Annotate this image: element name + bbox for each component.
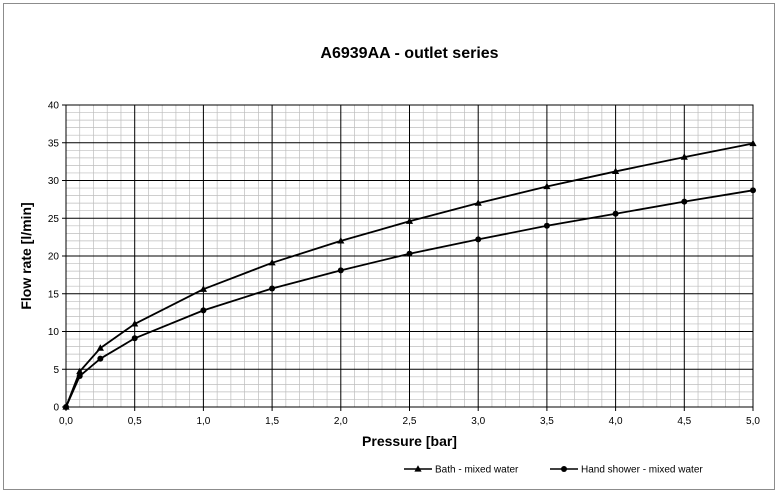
y-tick-label: 15 — [48, 289, 60, 300]
chart-frame: A6939AA - outlet series 0,0 0,5 1,0 1,5 2,0 2… — [3, 3, 775, 490]
data-point-bath — [612, 167, 620, 175]
data-point-hand-shower — [750, 187, 756, 194]
x-axis-title: Pressure [bar] — [362, 433, 457, 449]
series-bath — [62, 139, 757, 410]
data-point-bath — [96, 344, 104, 351]
data-point-hand-shower — [612, 210, 619, 217]
data-point-bath — [680, 153, 688, 160]
data-point-bath — [268, 258, 276, 266]
x-tick-label: 4,5 — [677, 416, 691, 427]
data-point-bath — [337, 237, 345, 244]
y-tick-label: 5 — [53, 365, 59, 376]
y-tick-label: 20 — [48, 252, 60, 263]
x-tick-label: 0,0 — [59, 416, 73, 427]
y-tick-label: 40 — [48, 101, 60, 112]
data-point-bath — [76, 367, 84, 375]
y-axis-title: Flow rate [l/min] — [18, 202, 34, 309]
data-point-hand-shower — [475, 236, 482, 243]
legend-label-bath: Bath - mixed water — [435, 465, 519, 476]
y-tick-label: 0 — [53, 403, 59, 414]
data-point-hand-shower — [337, 267, 344, 274]
data-point-hand-shower — [269, 285, 276, 292]
legend-marker-bath — [414, 465, 422, 472]
data-point-hand-shower — [543, 222, 550, 229]
data-point-bath — [749, 139, 757, 147]
line-chart: A6939AA - outlet series 0,0 0,5 1,0 1,5 2,0 2… — [18, 45, 760, 476]
legend-item-hand-shower: Hand shower - mixed water — [550, 465, 703, 476]
y-tick-label: 25 — [48, 214, 60, 225]
x-tick-label: 3,0 — [471, 416, 485, 427]
x-tick-label: 3,5 — [540, 416, 554, 427]
x-tick-label: 4,0 — [609, 416, 623, 427]
data-point-bath — [131, 320, 139, 327]
legend-label-hand-shower: Hand shower - mixed water — [581, 465, 703, 476]
y-tick-label: 10 — [48, 327, 60, 338]
y-axis-ticks: 0 5 10 15 20 25 30 35 40 — [48, 101, 66, 414]
data-point-bath — [474, 199, 482, 206]
data-point-bath — [543, 182, 551, 190]
legend-marker-hand-shower — [561, 466, 567, 472]
series-layer — [62, 139, 757, 410]
y-tick-label: 35 — [48, 138, 60, 149]
chart-title: A6939AA - outlet series — [320, 45, 498, 62]
data-point-hand-shower — [76, 373, 83, 380]
data-point-bath — [199, 285, 207, 292]
x-tick-label: 5,0 — [746, 416, 760, 427]
data-point-hand-shower — [63, 404, 69, 410]
x-axis-ticks: 0,0 0,5 1,0 1,5 2,0 2,5 3,0 3,5 4,0 4,5 5,0 — [59, 407, 760, 427]
data-point-hand-shower — [681, 198, 688, 205]
x-tick-label: 2,0 — [334, 416, 348, 427]
x-tick-label: 1,0 — [196, 416, 210, 427]
data-point-hand-shower — [200, 307, 207, 314]
x-tick-label: 2,5 — [403, 416, 417, 427]
x-tick-label: 0,5 — [128, 416, 142, 427]
legend-item-bath: Bath - mixed water — [404, 465, 519, 476]
y-tick-label: 30 — [48, 176, 60, 187]
series-hand-shower — [63, 187, 756, 410]
data-point-hand-shower — [406, 250, 413, 257]
legend: Bath - mixed water Hand shower - mixed wa… — [404, 465, 703, 476]
x-tick-label: 1,5 — [265, 416, 279, 427]
data-point-hand-shower — [97, 355, 104, 362]
data-point-bath — [405, 217, 414, 224]
data-point-hand-shower — [131, 335, 138, 342]
